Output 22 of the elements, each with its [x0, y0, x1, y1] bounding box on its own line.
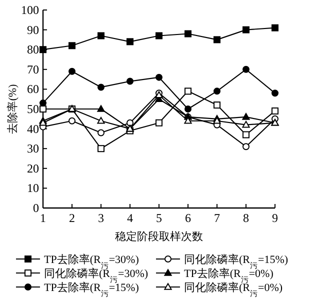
x-tick-label: 4	[127, 211, 133, 225]
x-tick-label: 2	[69, 211, 75, 225]
y-tick-label: 50	[27, 102, 39, 116]
y-tick-label: 20	[27, 161, 39, 176]
y-tick-label: 0	[33, 201, 39, 215]
y-tick-label: 10	[27, 181, 39, 196]
x-tick-label: 1	[40, 211, 46, 225]
x-tick-label: 7	[214, 211, 220, 225]
x-tick-label: 6	[185, 211, 191, 225]
x-tick-label: 3	[98, 211, 104, 225]
x-tick-label: 9	[272, 211, 278, 225]
y-tick-label: 40	[27, 122, 39, 136]
y-tick-label: 80	[27, 42, 39, 57]
y-tick-label: 100	[21, 3, 39, 17]
x-tick-label: 8	[243, 211, 249, 225]
y-axis-title: 去除率(%)	[6, 84, 19, 134]
x-tick-label: 5	[156, 211, 162, 225]
y-tick-label: 70	[27, 62, 39, 76]
x-axis-title: 稳定阶段取样次数	[115, 230, 203, 243]
y-tick-label: 60	[27, 82, 39, 96]
y-tick-label: 90	[27, 22, 39, 37]
y-tick-label: 30	[27, 142, 39, 156]
